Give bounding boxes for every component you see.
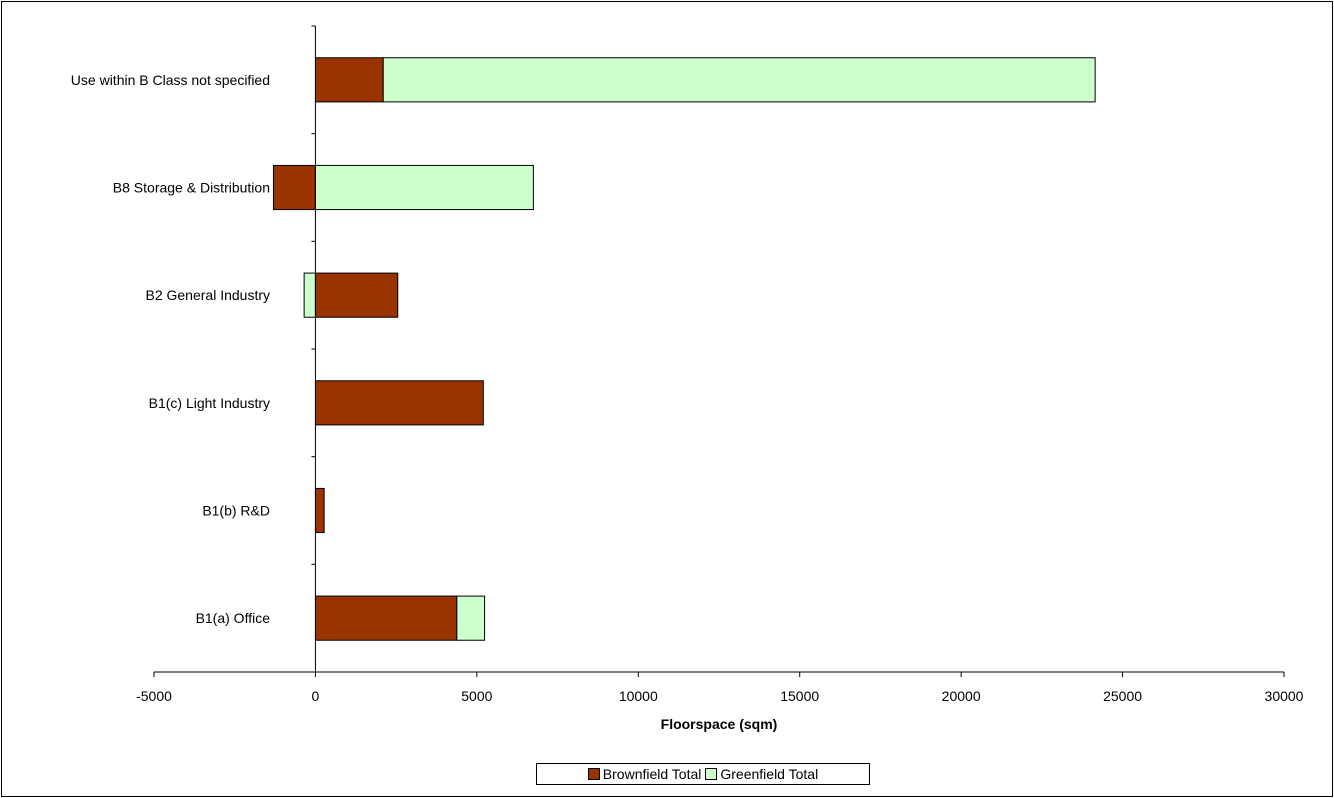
x-tick-label: 10000 — [619, 688, 658, 704]
x-tick-label: -5000 — [136, 688, 172, 704]
bar-brownfield-2 — [314, 272, 399, 318]
x-tick-label: 25000 — [1103, 688, 1142, 704]
bar-greenfield-0 — [382, 57, 1096, 103]
x-tick-label: 30000 — [1265, 688, 1304, 704]
x-tick-label: 0 — [312, 688, 320, 704]
labels-group: Use within B Class not specified B8 Stora… — [71, 72, 1304, 704]
category-label: B2 General Industry — [145, 287, 270, 303]
bar-brownfield-5 — [314, 595, 458, 641]
legend-item-greenfield: Greenfield Total — [705, 766, 818, 782]
legend-swatch — [705, 768, 718, 780]
x-axis-title: Floorspace (sqm) — [661, 716, 778, 732]
axes-group — [153, 25, 1285, 677]
category-label: B1(a) Office — [196, 610, 271, 626]
category-label: B1(c) Light Industry — [149, 395, 270, 411]
x-tick-label: 15000 — [780, 688, 819, 704]
x-tick-label: 20000 — [942, 688, 981, 704]
bar-brownfield-1 — [272, 164, 316, 211]
category-label: B1(b) R&D — [202, 503, 270, 519]
x-tick-label: 5000 — [461, 688, 492, 704]
legend-label: Greenfield Total — [720, 766, 819, 782]
bar-greenfield-1 — [314, 164, 534, 211]
bar-greenfield-5 — [456, 595, 486, 641]
bar-brownfield-3 — [314, 380, 484, 426]
legend-item-brownfield: Brownfield Total — [587, 766, 702, 782]
category-label: B8 Storage & Distribution — [113, 180, 270, 196]
category-label: Use within B Class not specified — [71, 72, 270, 88]
bar-greenfield-2 — [303, 272, 316, 318]
bar-brownfield-0 — [314, 57, 384, 103]
bar-brownfield-4 — [314, 487, 325, 534]
legend-swatch — [587, 768, 600, 780]
legend-label: Brownfield Total — [602, 766, 702, 782]
legend: Brownfield Total Greenfield Total — [536, 763, 870, 785]
bars-group — [272, 57, 1096, 641]
